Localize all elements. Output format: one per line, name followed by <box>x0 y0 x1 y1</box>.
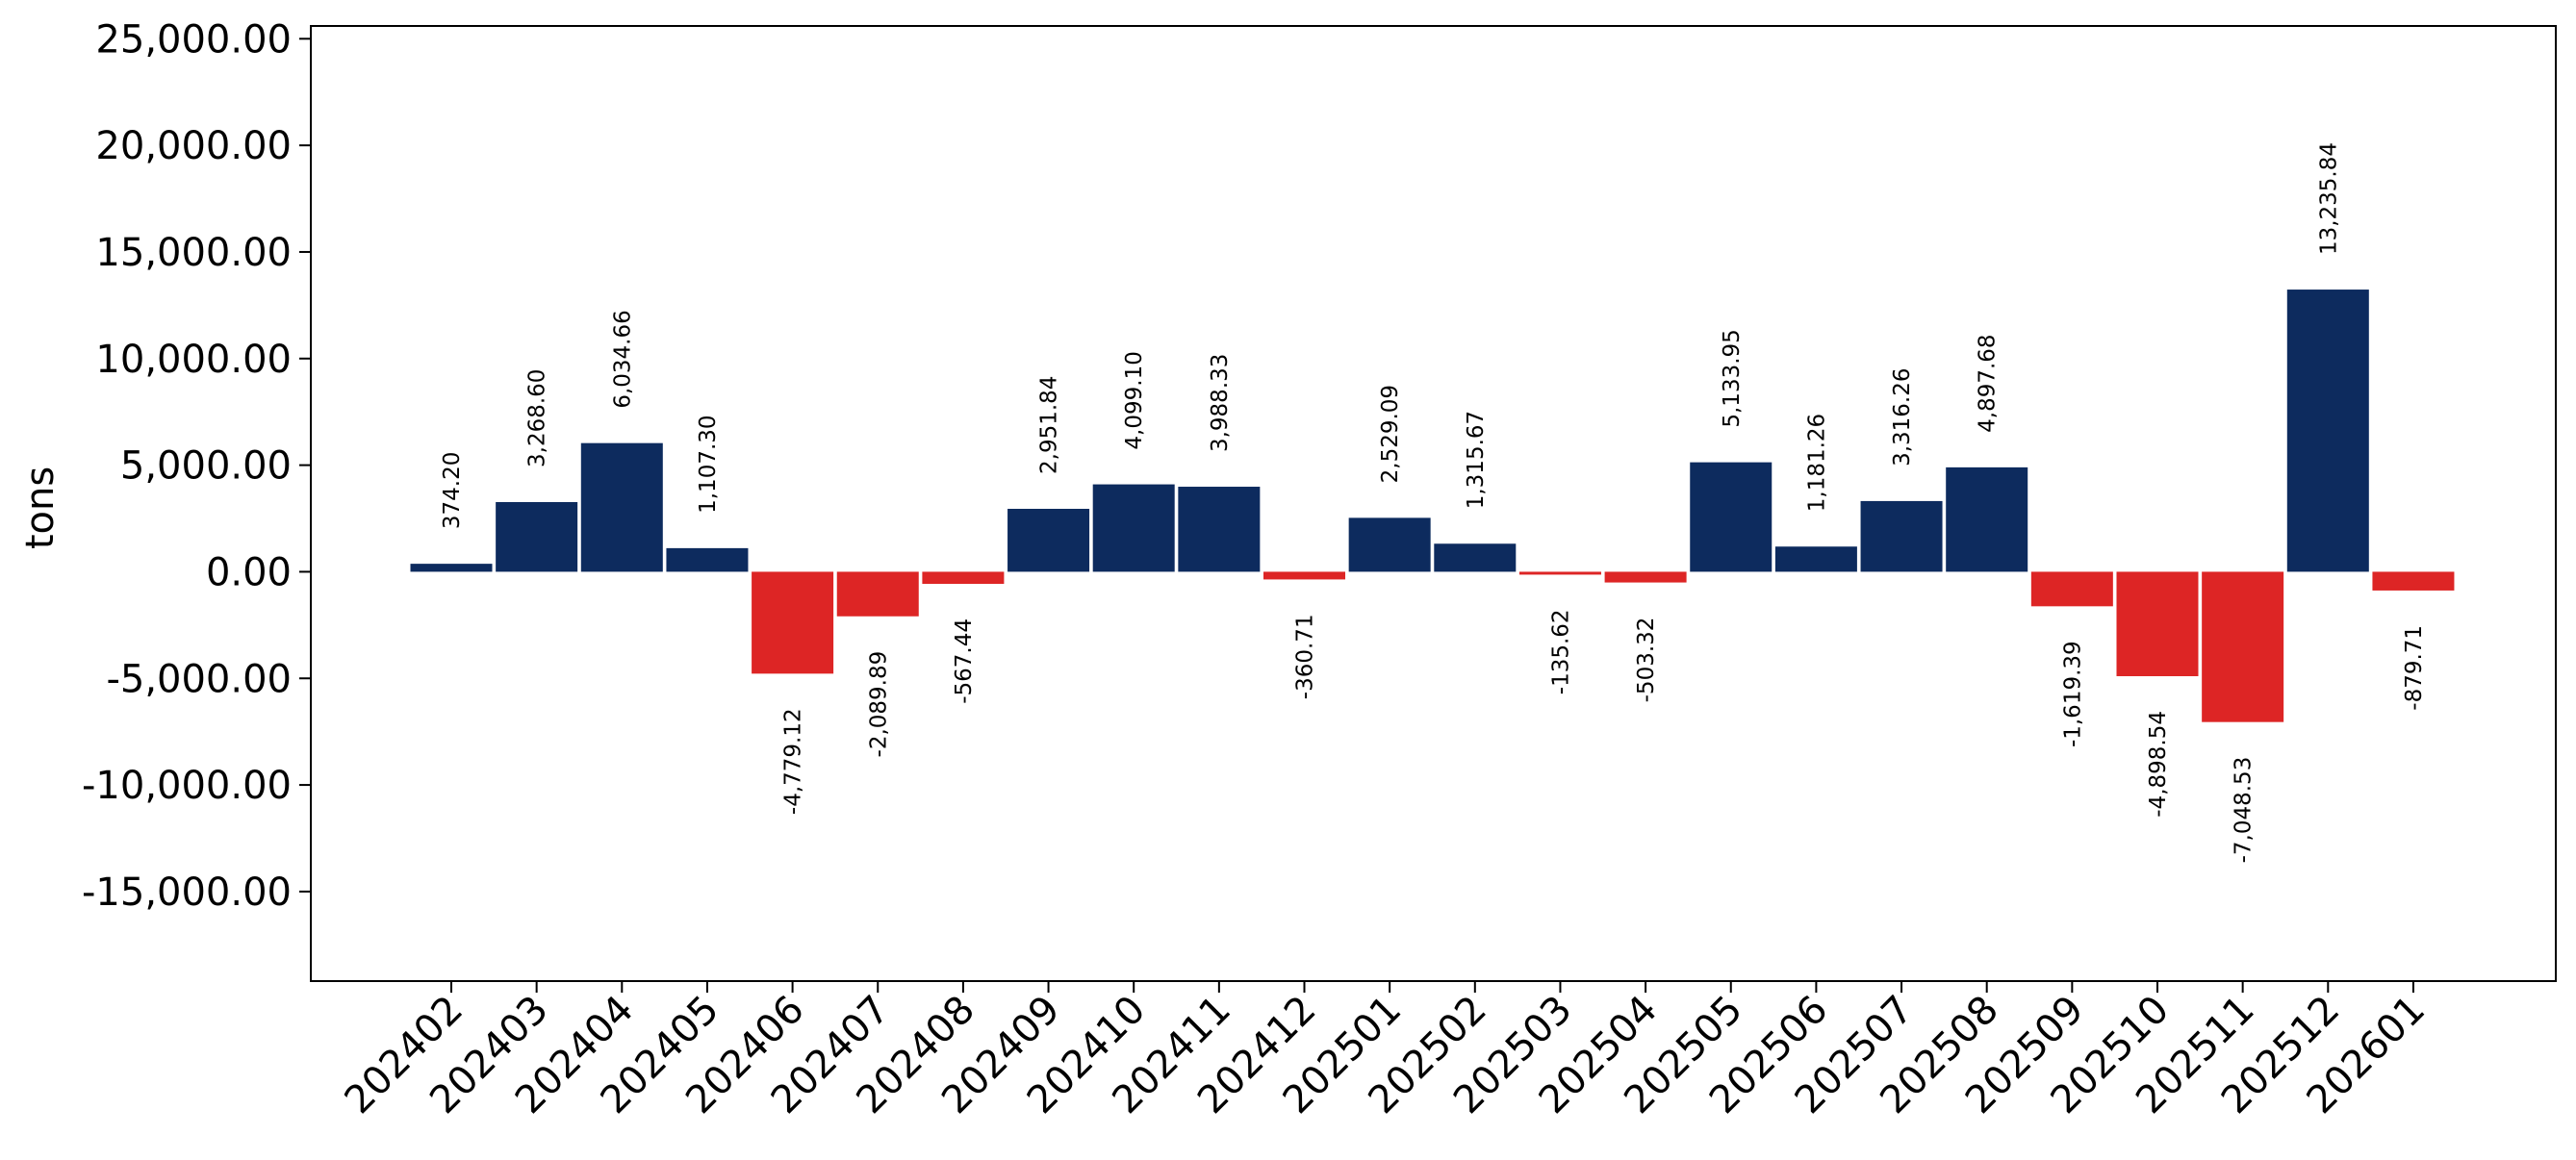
bar <box>496 501 578 572</box>
y-tick-label: 25,000.00 <box>95 17 292 62</box>
data-label: -1,619.39 <box>2060 641 2085 747</box>
bar <box>2030 571 2113 607</box>
y-axis-title: tons <box>18 467 63 549</box>
data-label: 2,529.09 <box>1378 385 1403 483</box>
bar <box>1860 500 1943 572</box>
y-tick-label: -15,000.00 <box>82 870 292 915</box>
data-label: 3,268.60 <box>525 369 550 467</box>
y-tick-label: -10,000.00 <box>82 764 292 808</box>
data-label: -4,898.54 <box>2146 711 2171 818</box>
y-tick-label: 15,000.00 <box>95 231 292 275</box>
y-axis: -15,000.00 -10,000.00 -5,000.00 0.00 5,000.0… <box>82 17 311 915</box>
bar <box>752 571 834 674</box>
data-label: 4,099.10 <box>1122 351 1147 449</box>
data-label: 3,316.26 <box>1890 368 1915 467</box>
bar <box>1604 571 1687 583</box>
data-label: 6,034.66 <box>610 310 635 408</box>
bar <box>1263 571 1345 580</box>
bar <box>580 442 663 572</box>
data-label: -135.62 <box>1548 609 1573 694</box>
data-label: 3,988.33 <box>1208 354 1233 452</box>
bar <box>1518 571 1601 575</box>
data-label: 5,133.95 <box>1720 329 1745 427</box>
plot-frame <box>310 25 2557 982</box>
y-tick-label: 0.00 <box>206 550 292 594</box>
bar <box>666 547 749 572</box>
bar <box>2202 571 2284 722</box>
data-label: 1,315.67 <box>1464 411 1489 509</box>
y-tick-label: 5,000.00 <box>120 444 292 489</box>
data-label: -7,048.53 <box>2232 757 2257 864</box>
bar <box>2372 571 2455 591</box>
bar <box>1007 509 1090 572</box>
y-tick-label: 10,000.00 <box>95 338 292 382</box>
bar <box>1348 517 1431 572</box>
bar <box>1946 467 2028 572</box>
bar <box>1690 462 1773 572</box>
data-label: 2,951.84 <box>1037 376 1062 474</box>
data-label: -360.71 <box>1293 614 1318 699</box>
data-labels-group: 374.20 3,268.60 6,034.66 1,107.30 -4,779.12 -… <box>440 142 2427 863</box>
y-tick-label: -5,000.00 <box>106 657 292 701</box>
data-label: -4,779.12 <box>781 708 806 815</box>
data-label: -2,089.89 <box>866 651 891 758</box>
data-label: 374.20 <box>440 452 465 529</box>
bar <box>1774 546 1857 572</box>
bar <box>836 571 919 617</box>
data-label: -503.32 <box>1634 618 1659 703</box>
y-tick-label: 20,000.00 <box>95 124 292 168</box>
bars-group <box>410 290 2455 722</box>
data-label: 1,181.26 <box>1804 414 1829 512</box>
data-label: -567.44 <box>952 618 977 704</box>
data-label: -879.71 <box>2402 625 2427 711</box>
bar <box>2286 290 2369 572</box>
bar <box>1178 487 1261 572</box>
bar <box>2116 571 2199 677</box>
bar <box>410 564 493 572</box>
bar <box>1434 543 1517 572</box>
data-label: 4,897.68 <box>1976 334 2001 432</box>
bar <box>1092 484 1175 572</box>
data-label: 1,107.30 <box>696 415 721 513</box>
bar <box>922 571 1005 585</box>
data-label: 13,235.84 <box>2316 142 2341 255</box>
